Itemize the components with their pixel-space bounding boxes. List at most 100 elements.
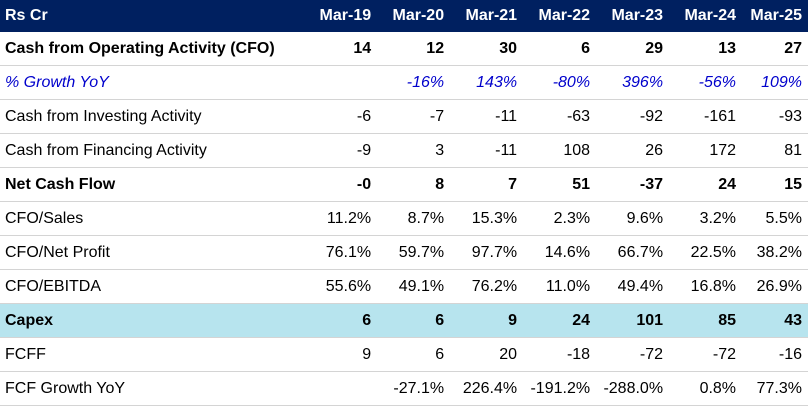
table-cell: 55.6%	[306, 269, 378, 304]
row-label: Net Cash Flow	[0, 167, 307, 202]
table-cell: 9.6%	[596, 201, 670, 236]
table-cell: -16%	[377, 65, 451, 100]
row-label: Cash from Financing Activity	[0, 133, 307, 168]
table-cell: 26	[596, 133, 670, 168]
row-label: Cash from Investing Activity	[0, 99, 307, 134]
table-cell: 20	[450, 337, 524, 372]
table-cell: 24	[669, 167, 743, 202]
year-header: Mar-21	[450, 0, 524, 32]
table-cell	[306, 65, 378, 100]
table-cell: 9	[306, 337, 378, 372]
row-cfo: Cash from Operating Activity (CFO) 14 12…	[0, 32, 808, 66]
row-cfo-net-profit: CFO/Net Profit 76.1% 59.7% 97.7% 14.6% 6…	[0, 235, 808, 270]
table-cell: -0	[306, 167, 378, 202]
table-cell: -11	[450, 133, 524, 168]
table-cell: 108	[523, 133, 597, 168]
table-cell: 396%	[596, 65, 670, 100]
table-cell: 15	[742, 167, 808, 202]
year-header: Mar-24	[669, 0, 743, 32]
table-cell: 43	[742, 303, 808, 338]
table-cell: 5.5%	[742, 201, 808, 236]
year-header: Mar-22	[523, 0, 597, 32]
row-cfo-ebitda: CFO/EBITDA 55.6% 49.1% 76.2% 11.0% 49.4%…	[0, 269, 808, 304]
row-fcff: FCFF 9 6 20 -18 -72 -72 -16	[0, 337, 808, 372]
table-cell: 3	[377, 133, 451, 168]
table-cell: 172	[669, 133, 743, 168]
table-cell: 6	[306, 303, 378, 338]
row-label: % Growth YoY	[0, 65, 307, 100]
table-cell: 26.9%	[742, 269, 808, 304]
table-cell: 11.0%	[523, 269, 597, 304]
table-cell: -18	[523, 337, 597, 372]
table-cell: 22.5%	[669, 235, 743, 270]
row-label: CFO/Net Profit	[0, 235, 307, 270]
table-cell: -72	[596, 337, 670, 372]
table-cell: 27	[742, 32, 808, 66]
table-cell: -56%	[669, 65, 743, 100]
row-net-cash-flow: Net Cash Flow -0 8 7 51 -37 24 15	[0, 167, 808, 202]
table-cell: 0.8%	[669, 371, 743, 406]
row-capex: Capex 6 6 9 24 101 85 43	[0, 303, 808, 338]
row-cfo-sales: CFO/Sales 11.2% 8.7% 15.3% 2.3% 9.6% 3.2…	[0, 201, 808, 236]
row-fcf-growth: FCF Growth YoY -27.1% 226.4% -191.2% -28…	[0, 371, 808, 406]
table-cell: 7	[450, 167, 524, 202]
table-cell: -16	[742, 337, 808, 372]
header-row: Rs Cr Mar-19 Mar-20 Mar-21 Mar-22 Mar-23…	[0, 0, 808, 32]
table-cell: 16.8%	[669, 269, 743, 304]
table-cell: 14.6%	[523, 235, 597, 270]
table-cell: -37	[596, 167, 670, 202]
table-cell: -63	[523, 99, 597, 134]
table-cell: 76.2%	[450, 269, 524, 304]
table-cell: 81	[742, 133, 808, 168]
table-cell: -80%	[523, 65, 597, 100]
table-cell: 51	[523, 167, 597, 202]
table-cell: 3.2%	[669, 201, 743, 236]
row-label: CFO/Sales	[0, 201, 307, 236]
table-cell	[306, 371, 378, 406]
row-label: FCF Growth YoY	[0, 371, 307, 406]
table-cell: 49.4%	[596, 269, 670, 304]
table-cell: 6	[523, 32, 597, 66]
table-cell: 38.2%	[742, 235, 808, 270]
table-cell: 12	[377, 32, 451, 66]
table-cell: 6	[377, 303, 451, 338]
table-cell: -27.1%	[377, 371, 451, 406]
row-growth-yoy: % Growth YoY -16% 143% -80% 396% -56% 10…	[0, 65, 808, 100]
table-cell: 97.7%	[450, 235, 524, 270]
table-cell: 30	[450, 32, 524, 66]
row-label: CFO/EBITDA	[0, 269, 307, 304]
table-cell: -93	[742, 99, 808, 134]
table-cell: 14	[306, 32, 378, 66]
table-cell: 9	[450, 303, 524, 338]
table-cell: -7	[377, 99, 451, 134]
row-financing: Cash from Financing Activity -9 3 -11 10…	[0, 133, 808, 168]
table-cell: -161	[669, 99, 743, 134]
table-cell: -72	[669, 337, 743, 372]
table-cell: 66.7%	[596, 235, 670, 270]
header-label: Rs Cr	[0, 0, 307, 32]
table-cell: 59.7%	[377, 235, 451, 270]
table-cell: 109%	[742, 65, 808, 100]
table-cell: 2.3%	[523, 201, 597, 236]
row-label: Capex	[0, 303, 307, 338]
table-cell: 85	[669, 303, 743, 338]
table-cell: 143%	[450, 65, 524, 100]
row-label: FCFF	[0, 337, 307, 372]
table-cell: 49.1%	[377, 269, 451, 304]
table-cell: 29	[596, 32, 670, 66]
table-cell: 77.3%	[742, 371, 808, 406]
row-label: Cash from Operating Activity (CFO)	[0, 32, 307, 66]
table-cell: -92	[596, 99, 670, 134]
year-header: Mar-25	[742, 0, 808, 32]
table-cell: 101	[596, 303, 670, 338]
table-cell: -6	[306, 99, 378, 134]
year-header: Mar-23	[596, 0, 670, 32]
table-cell: 8	[377, 167, 451, 202]
table-cell: -9	[306, 133, 378, 168]
table-cell: -191.2%	[523, 371, 597, 406]
table-cell: -288.0%	[596, 371, 670, 406]
table-cell: 226.4%	[450, 371, 524, 406]
table-cell: -11	[450, 99, 524, 134]
table-cell: 11.2%	[306, 201, 378, 236]
